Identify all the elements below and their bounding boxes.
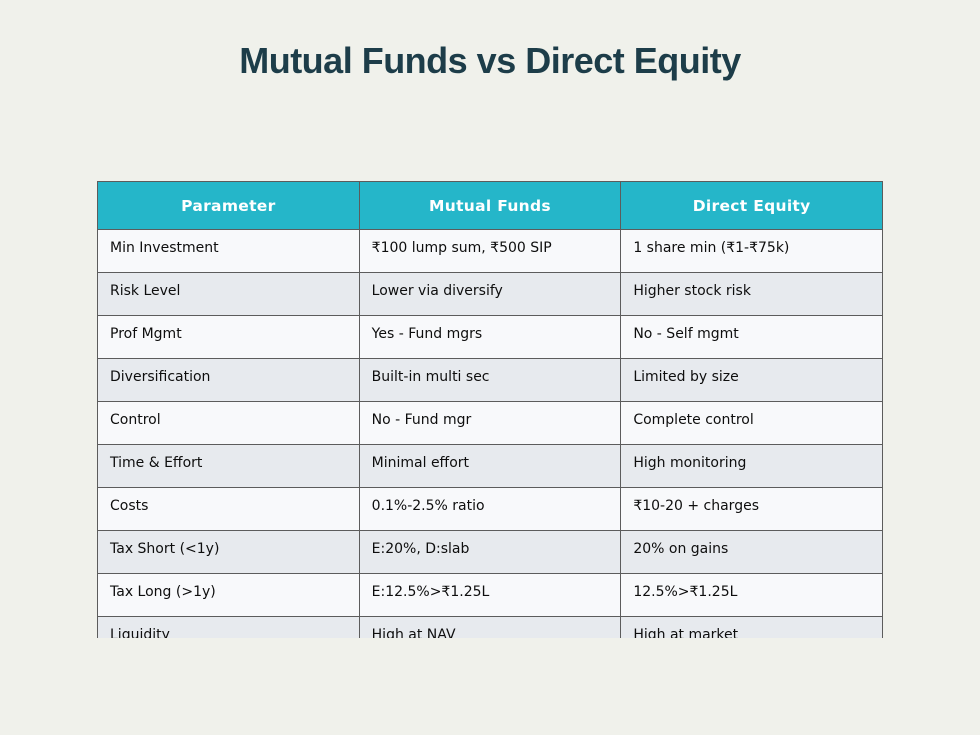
table-row: Diversification Built-in multi sec Limited…: [97, 358, 883, 402]
table-cell: Prof Mgmt: [97, 315, 360, 359]
table-cell: Limited by size: [620, 358, 883, 402]
table-cell: 12.5%>₹1.25L: [620, 573, 883, 617]
comparison-table: Parameter Mutual Funds Direct Equity Min I…: [97, 181, 883, 638]
table-row: Prof Mgmt Yes - Fund mgrs No - Self mgmt: [97, 315, 883, 359]
table-row: Risk Level Lower via diversify Higher stoc…: [97, 272, 883, 316]
table-cell: ₹10-20 + charges: [620, 487, 883, 531]
table-cell: Risk Level: [97, 272, 360, 316]
table-cell: High at NAV: [358, 616, 622, 638]
table-cell: Min Investment: [97, 229, 360, 273]
table-clip: Parameter Mutual Funds Direct Equity Min I…: [97, 181, 883, 638]
table-cell: 0.1%-2.5% ratio: [358, 487, 622, 531]
table-cell: Built-in multi sec: [358, 358, 622, 402]
table-body: Min Investment ₹100 lump sum, ₹500 SIP 1 s…: [97, 229, 883, 638]
table-cell: Higher stock risk: [620, 272, 883, 316]
table-cell: Minimal effort: [358, 444, 622, 488]
column-header: Parameter: [97, 181, 360, 230]
table-cell: 1 share min (₹1-₹75k): [620, 229, 883, 273]
table-cell: Yes - Fund mgrs: [358, 315, 622, 359]
column-header: Direct Equity: [620, 181, 883, 230]
table-row: Tax Long (>1y) E:12.5%>₹1.25L 12.5%>₹1.25L: [97, 573, 883, 617]
page-title: Mutual Funds vs Direct Equity: [239, 40, 741, 81]
table-cell: Time & Effort: [97, 444, 360, 488]
table-cell: Liquidity: [97, 616, 360, 638]
table-row: Control No - Fund mgr Complete control: [97, 401, 883, 445]
table-cell: E:12.5%>₹1.25L: [358, 573, 622, 617]
table-row: Min Investment ₹100 lump sum, ₹500 SIP 1 s…: [97, 229, 883, 273]
column-header: Mutual Funds: [358, 181, 622, 230]
table-cell: Diversification: [97, 358, 360, 402]
table-cell: 20% on gains: [620, 530, 883, 574]
table-cell: ₹100 lump sum, ₹500 SIP: [358, 229, 622, 273]
table-header-row: Parameter Mutual Funds Direct Equity: [97, 181, 883, 230]
table-row: Liquidity High at NAV High at market: [97, 616, 883, 638]
table-cell: No - Fund mgr: [358, 401, 622, 445]
table-cell: Control: [97, 401, 360, 445]
table-cell: E:20%, D:slab: [358, 530, 622, 574]
table-row: Costs 0.1%-2.5% ratio ₹10-20 + charges: [97, 487, 883, 531]
table-cell: Tax Short (<1y): [97, 530, 360, 574]
table-cell: Lower via diversify: [358, 272, 622, 316]
table-cell: Tax Long (>1y): [97, 573, 360, 617]
table-cell: High monitoring: [620, 444, 883, 488]
table-cell: Complete control: [620, 401, 883, 445]
table-cell: Costs: [97, 487, 360, 531]
table-row: Time & Effort Minimal effort High monitori…: [97, 444, 883, 488]
table-row: Tax Short (<1y) E:20%, D:slab 20% on gains: [97, 530, 883, 574]
table-cell: High at market: [620, 616, 883, 638]
table-cell: No - Self mgmt: [620, 315, 883, 359]
table-header: Parameter Mutual Funds Direct Equity: [97, 181, 883, 230]
